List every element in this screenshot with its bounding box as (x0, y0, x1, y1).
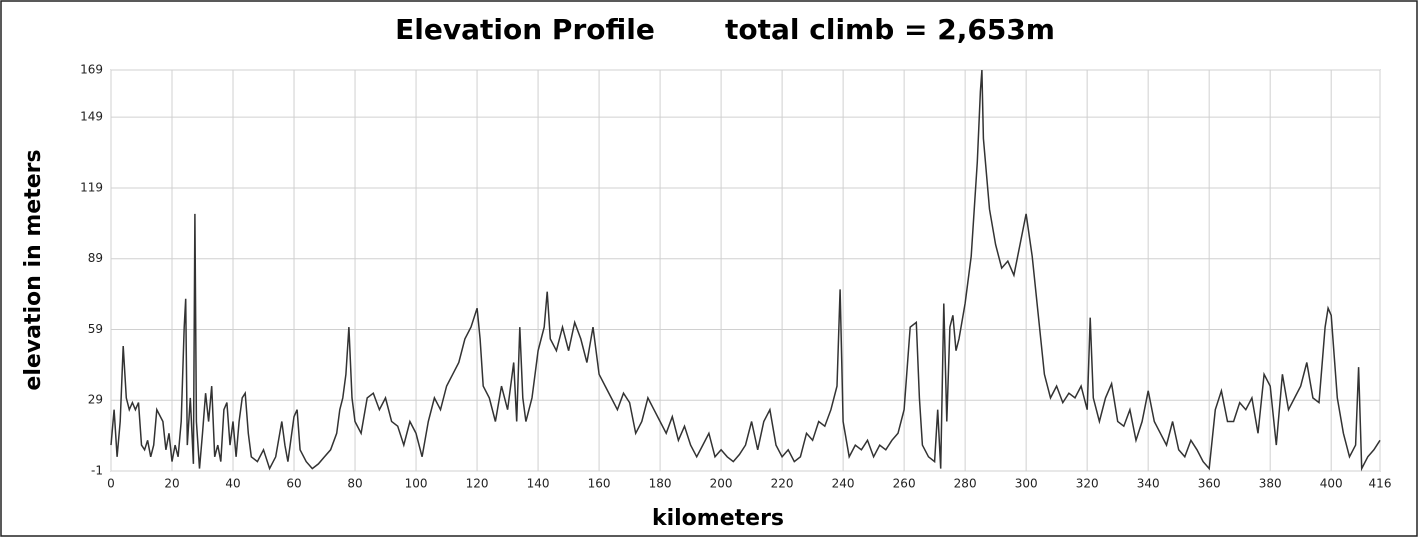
chart-title: Elevation Profile (395, 13, 655, 46)
x-tick-label: 240 (832, 477, 855, 491)
x-tick-label: 120 (466, 477, 489, 491)
y-tick-label: 169 (80, 63, 103, 77)
x-tick-label: 360 (1198, 477, 1221, 491)
y-tick-label: 89 (88, 251, 103, 265)
y-tick-label: 149 (80, 110, 103, 124)
y-tick-label: 59 (88, 322, 103, 336)
plot-area (110, 69, 1381, 472)
x-tick-label: 400 (1320, 477, 1343, 491)
x-tick-label: 160 (588, 477, 611, 491)
elevation-line (110, 69, 1381, 472)
y-tick-label: 29 (88, 393, 103, 407)
x-tick-label: 380 (1259, 477, 1282, 491)
x-tick-label: 20 (164, 477, 179, 491)
x-tick-label: 80 (347, 477, 362, 491)
x-tick-label: 140 (527, 477, 550, 491)
x-tick-label: 200 (710, 477, 733, 491)
x-tick-label: 0 (107, 477, 115, 491)
x-tick-label: 260 (893, 477, 916, 491)
y-axis-label: elevation in meters (21, 149, 46, 390)
y-tick-label: 119 (80, 180, 103, 194)
x-tick-label: 416 (1369, 477, 1392, 491)
x-tick-label: 220 (771, 477, 794, 491)
plot: -1 29 59 89 119 149 169 0 20 40 60 80 100 120 140 160 18… (80, 63, 1391, 491)
x-tick-label: 40 (225, 477, 240, 491)
x-tick-label: 280 (954, 477, 977, 491)
x-axis-label: kilometers (652, 506, 784, 531)
chart-subtitle: total climb = 2,653m (725, 13, 1055, 46)
y-tick-label: -1 (91, 464, 103, 478)
x-tick-label: 300 (1015, 477, 1038, 491)
x-tick-label: 340 (1137, 477, 1160, 491)
x-tick-label: 320 (1076, 477, 1099, 491)
x-tick-label: 60 (286, 477, 301, 491)
x-tick-label: 180 (649, 477, 672, 491)
x-tick-label: 100 (405, 477, 428, 491)
